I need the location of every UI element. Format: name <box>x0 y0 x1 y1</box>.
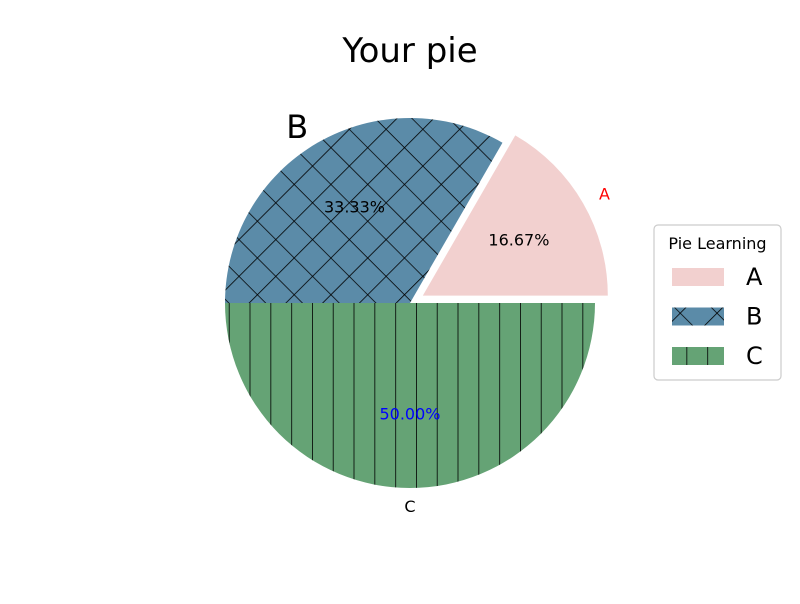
legend-swatch-b-hatch <box>672 307 724 326</box>
slice-label-a: A <box>599 184 610 203</box>
pie-slice-b-hatch <box>225 117 503 304</box>
slice-label-b: B <box>286 108 308 146</box>
slice-value-c: 50.00% <box>379 405 440 424</box>
pie-slices <box>225 117 608 488</box>
legend-box <box>653 224 782 381</box>
pie-labels: A 16.67% B 33.33% C 50.00% <box>286 108 610 516</box>
legend: Pie Learning ABC <box>653 224 782 381</box>
pie-slice-c-hatch <box>225 303 595 488</box>
legend-label-b: B <box>746 303 762 331</box>
legend-swatch-a <box>672 268 724 286</box>
pie-slice-a <box>422 135 608 296</box>
slice-value-a: 16.67% <box>488 231 549 250</box>
legend-label-a: A <box>746 263 763 291</box>
slice-label-c: C <box>404 497 415 516</box>
chart-title: Your pie <box>341 31 477 71</box>
legend-title: Pie Learning <box>668 234 766 253</box>
slice-value-b: 33.33% <box>324 197 385 216</box>
legend-swatch-c-hatch <box>672 347 724 365</box>
legend-label-c: C <box>746 342 763 370</box>
